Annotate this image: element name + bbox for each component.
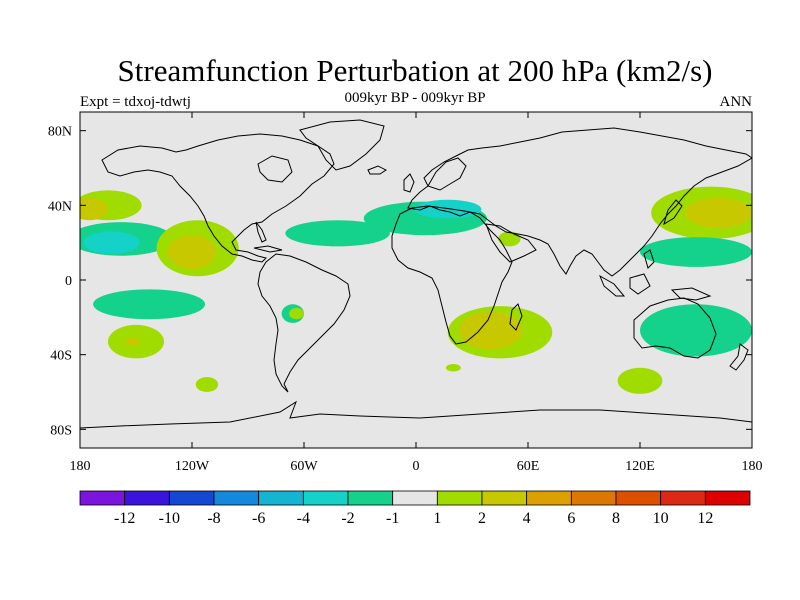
coastline-antarctica — [80, 400, 752, 429]
colorbar: -12 -10 -8 -6 -4 -2 -1 1 2 4 6 8 10 12 — [79, 490, 751, 527]
contour-region-3 — [83, 231, 140, 254]
y-tick-label-1: 40N — [48, 199, 72, 214]
coastline-borneo — [629, 273, 651, 295]
colorbar-label-8: 2 — [478, 510, 486, 527]
y-tick-label-3: 40S — [50, 349, 72, 364]
colorbar-label-10: 6 — [567, 510, 575, 527]
coastline-eurasia — [407, 127, 752, 277]
colorbar-label-4: -4 — [297, 510, 310, 527]
x-tick-label-5: 120E — [625, 459, 655, 474]
colorbar-swatch-12 — [615, 490, 662, 506]
contour-region-1 — [80, 197, 108, 221]
colorbar-label-9: 4 — [523, 510, 531, 527]
x-tick-label-3: 0 — [413, 459, 420, 474]
colorbar-swatch-6 — [347, 490, 394, 506]
contour-region-17 — [458, 311, 523, 350]
contour-region-7 — [93, 289, 206, 320]
coastline-new-guinea — [670, 287, 712, 301]
contour-region-5 — [167, 235, 217, 269]
contour-region-22 — [640, 304, 752, 357]
coastline-greenland — [299, 119, 385, 171]
coastline-britain — [403, 173, 415, 193]
contour-fill-group — [80, 186, 752, 394]
coastline-australia — [633, 297, 717, 359]
contour-region-9 — [124, 337, 140, 346]
x-tick-label-2: 60W — [290, 459, 318, 474]
colorbar-label-12: 10 — [653, 510, 669, 527]
x-tick-label-6: 180 — [742, 459, 763, 474]
coastline-iceland — [367, 165, 387, 175]
experiment-label: Expt = tdxoj-tdwtj — [80, 94, 191, 110]
coastline-new-zealand — [729, 343, 749, 371]
colorbar-swatch-14 — [704, 490, 751, 506]
colorbar-swatch-3 — [213, 490, 260, 506]
colorbar-swatch-7 — [392, 490, 438, 506]
contour-region-11 — [289, 308, 304, 320]
colorbar-swatch-9 — [481, 490, 528, 506]
contour-region-15 — [498, 231, 521, 247]
colorbar-label-13: 12 — [697, 510, 713, 527]
coastline-sumatra — [599, 274, 626, 297]
coastline-south-america — [257, 253, 351, 393]
coastline-africa — [391, 205, 513, 345]
colorbar-swatch-2 — [168, 490, 215, 506]
coastline-north-america — [101, 133, 335, 263]
colorbar-swatch-5 — [302, 490, 349, 506]
contour-region-18 — [445, 364, 461, 372]
colorbar-label-7: 1 — [433, 510, 441, 527]
coastline-arabia — [485, 223, 537, 263]
chart-subtitle: 009kyr BP - 009kyr BP — [344, 90, 485, 106]
contour-region-23 — [617, 367, 663, 394]
x-tick-label-0: 180 — [70, 459, 91, 474]
x-tick-label-4: 60E — [517, 459, 540, 474]
y-tick-label-2: 0 — [65, 274, 72, 289]
colorbar-swatch-8 — [436, 490, 483, 506]
coastline-hudson-bay — [257, 155, 293, 183]
contour-region-20 — [684, 197, 752, 228]
map-background — [80, 112, 752, 448]
colorbar-swatch-11 — [570, 490, 617, 506]
coastline-philippines — [643, 249, 655, 269]
chart-title: Streamfunction Perturbation at 200 hPa (… — [118, 53, 713, 88]
colorbar-label-3: -6 — [252, 510, 265, 527]
colorbar-swatch-4 — [258, 490, 304, 506]
contour-region-14 — [414, 199, 482, 219]
colorbar-label-11: 8 — [612, 510, 620, 527]
colorbar-label-2: -8 — [207, 510, 220, 527]
x-tick-label-1: 120W — [175, 459, 210, 474]
y-tick-label-0: 80N — [48, 125, 72, 140]
colorbar-label-0: -12 — [114, 510, 135, 527]
colorbar-swatch-13 — [660, 490, 706, 506]
axes-group: 180 120W 60W 0 60E 120E 180 80N 40N 0 40S 80S — [48, 112, 763, 474]
y-tick-label-4: 80S — [50, 423, 72, 438]
coastline-japan — [663, 199, 683, 226]
coastline-cuba — [253, 245, 283, 253]
coastline-scandinavia — [427, 157, 467, 191]
coastline-madagascar — [509, 303, 523, 331]
colorbar-label-6: -1 — [386, 510, 399, 527]
colorbar-swatch-0 — [79, 490, 126, 506]
colorbar-label-1: -10 — [159, 510, 180, 527]
season-label: ANN — [720, 94, 753, 110]
coastlines — [80, 119, 752, 429]
colorbar-swatch-1 — [124, 490, 170, 506]
contour-region-12 — [195, 377, 219, 392]
contour-region-21 — [640, 237, 752, 267]
colorbar-swatch-10 — [526, 490, 572, 506]
coastline-florida — [255, 221, 267, 243]
contour-region-6 — [285, 220, 390, 247]
colorbar-label-5: -2 — [341, 510, 354, 527]
